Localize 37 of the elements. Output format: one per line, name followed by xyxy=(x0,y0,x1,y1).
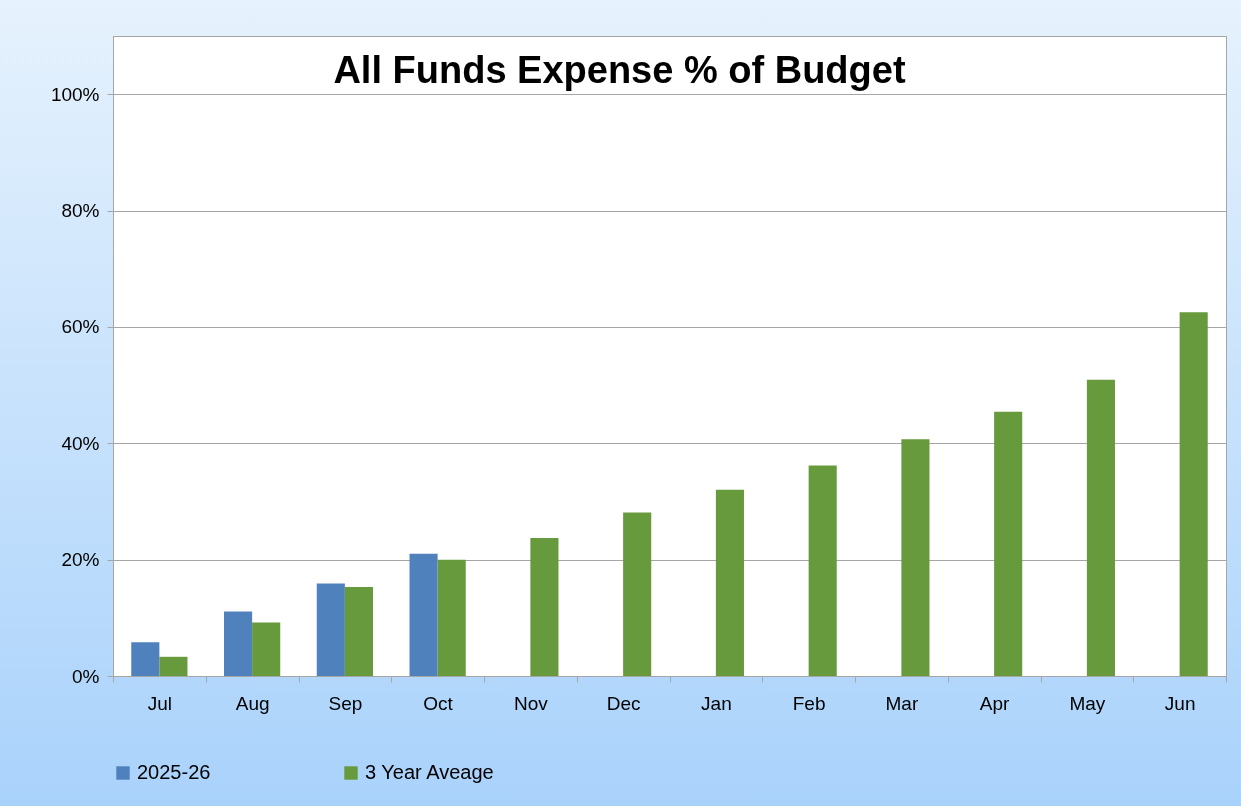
bar xyxy=(437,559,466,676)
x-tick-label: Jan xyxy=(701,692,732,714)
x-tick-label: Mar xyxy=(885,692,919,714)
y-tick-label: 40% xyxy=(61,432,100,454)
bar xyxy=(1086,379,1115,676)
y-tick-label: 100% xyxy=(50,83,100,105)
x-tick-label: May xyxy=(1069,692,1106,714)
bar xyxy=(715,489,744,676)
x-tick-label: Sep xyxy=(328,692,363,714)
legend-label: 2025-26 xyxy=(137,761,211,783)
bar xyxy=(159,656,188,676)
bar xyxy=(901,439,930,676)
x-tick-label: Jun xyxy=(1164,692,1196,714)
y-tick-label: 0% xyxy=(72,665,100,687)
x-tick-label: Oct xyxy=(423,692,454,714)
x-tick-label: Dec xyxy=(606,692,641,714)
bar xyxy=(530,538,559,676)
bar xyxy=(808,465,837,676)
y-tick-label: 60% xyxy=(61,316,100,338)
y-tick-label: 20% xyxy=(61,549,100,571)
bar xyxy=(994,411,1023,676)
x-tick-label: Jul xyxy=(147,692,173,714)
y-tick-label: 80% xyxy=(61,200,100,222)
x-tick-label: Nov xyxy=(513,692,549,714)
x-tick-label: Apr xyxy=(979,692,1011,714)
bar xyxy=(252,622,281,676)
bar xyxy=(623,512,652,676)
x-tick-label: Feb xyxy=(792,692,826,714)
bar xyxy=(1179,312,1208,676)
legend-label: 3 Year Aveage xyxy=(365,761,494,783)
bar xyxy=(344,586,373,676)
x-tick-label: Aug xyxy=(235,692,270,714)
bar xyxy=(224,611,253,676)
bar xyxy=(316,583,345,676)
bar xyxy=(409,553,438,676)
bar xyxy=(131,642,160,676)
chart-title: All Funds Expense % of Budget xyxy=(333,49,906,91)
